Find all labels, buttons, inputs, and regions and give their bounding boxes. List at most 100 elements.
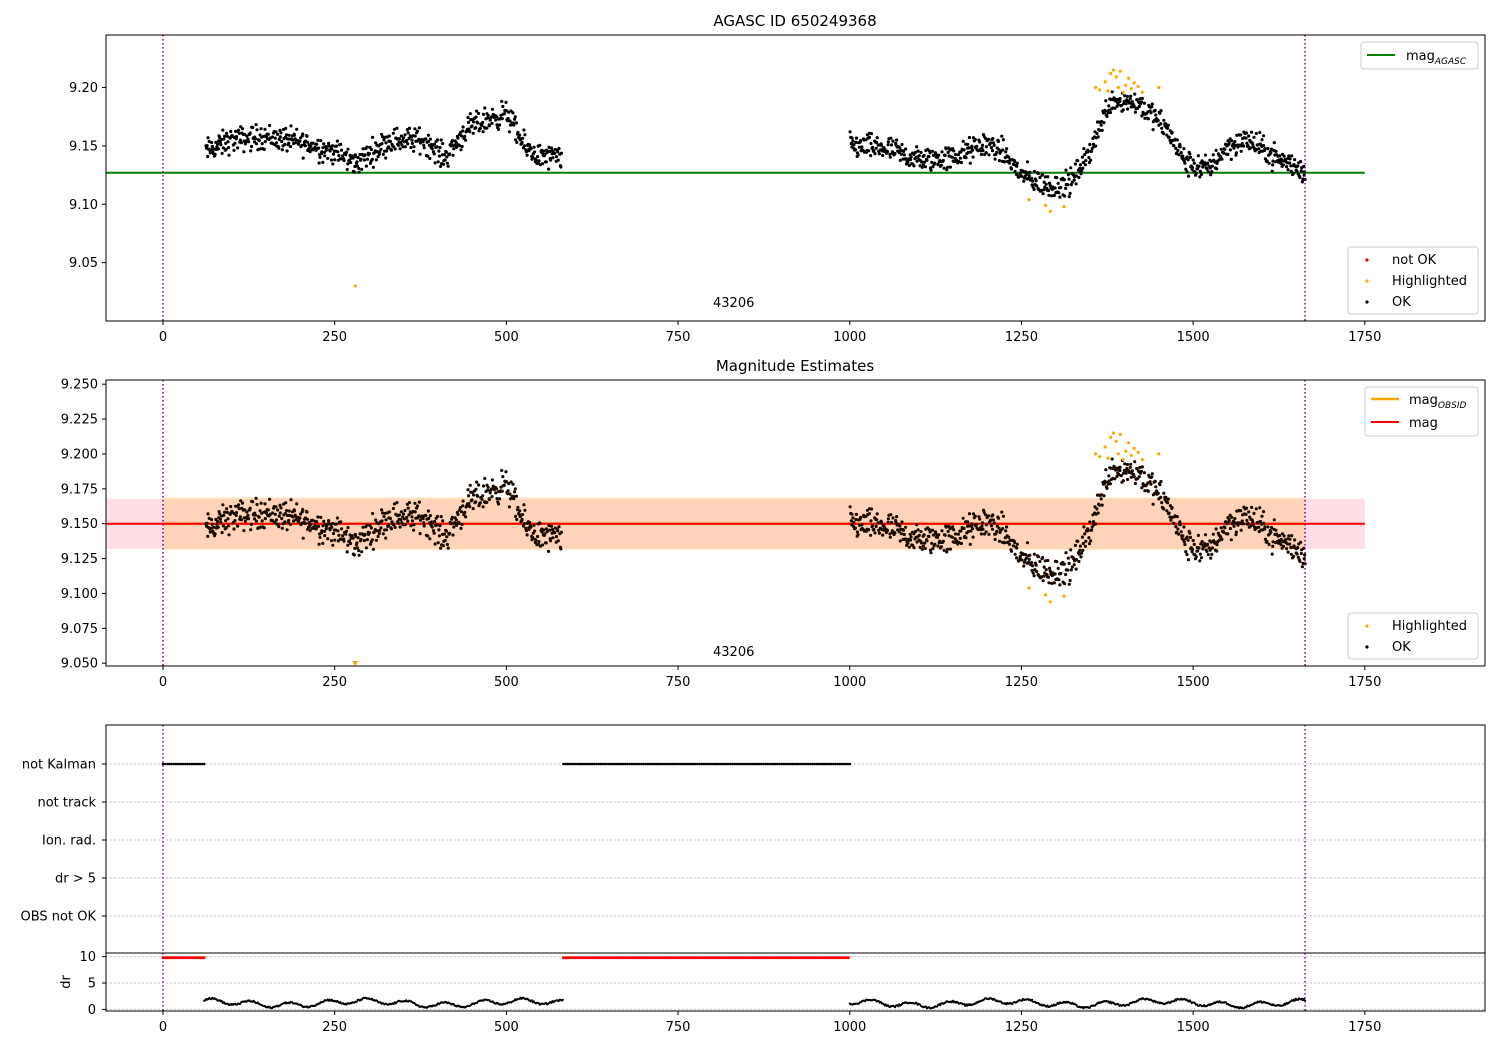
data-point-ok bbox=[970, 527, 975, 531]
data-point-ok bbox=[398, 147, 402, 151]
data-point-ok bbox=[916, 528, 920, 532]
data-point-ok bbox=[511, 482, 515, 486]
flag-mark bbox=[663, 762, 666, 766]
data-point-highlighted bbox=[1114, 75, 1118, 79]
data-point-ok bbox=[941, 158, 945, 163]
panel-flags-x-axis: 0 250 500 750 1000 1250 1500 1750 bbox=[159, 1011, 1381, 1035]
data-point-ok bbox=[1198, 559, 1202, 563]
data-point-ok bbox=[1132, 104, 1136, 109]
data-point-ok bbox=[444, 150, 448, 154]
data-point-ok bbox=[412, 149, 416, 153]
data-point-ok bbox=[377, 152, 381, 156]
data-point-ok bbox=[240, 127, 245, 131]
flag-mark bbox=[634, 762, 637, 766]
data-point-ok bbox=[385, 149, 389, 153]
data-point-ok bbox=[395, 126, 399, 130]
data-point-ok bbox=[330, 147, 334, 151]
data-point-highlighted bbox=[1111, 431, 1116, 435]
data-point-ok bbox=[1100, 503, 1104, 507]
flag-mark bbox=[733, 762, 736, 766]
data-point-ok bbox=[864, 514, 868, 519]
flag-mark bbox=[722, 762, 726, 766]
data-point-ok bbox=[928, 151, 932, 155]
data-point-ok bbox=[1289, 164, 1293, 168]
data-point-ok bbox=[360, 167, 364, 171]
data-point-ok bbox=[980, 146, 984, 150]
data-point-ok bbox=[374, 158, 378, 162]
data-point-ok bbox=[1269, 525, 1274, 530]
data-point-ok bbox=[454, 141, 458, 145]
flag-mark bbox=[729, 762, 732, 766]
data-point-ok bbox=[224, 526, 228, 530]
data-point-ok bbox=[237, 131, 241, 135]
data-point-ok bbox=[873, 152, 877, 156]
x-tick-label: 500 bbox=[494, 330, 519, 345]
flag-mark bbox=[774, 762, 777, 766]
data-point-ok bbox=[958, 536, 962, 541]
data-point-ok bbox=[1110, 457, 1114, 461]
data-point-ok bbox=[1244, 506, 1249, 510]
data-point-ok bbox=[227, 153, 231, 157]
data-point-ok bbox=[279, 131, 283, 135]
data-point-ok bbox=[412, 523, 416, 527]
data-point-ok bbox=[1177, 532, 1181, 536]
data-point-ok bbox=[387, 510, 392, 514]
data-point-ok bbox=[848, 130, 852, 134]
data-point-ok bbox=[945, 550, 949, 554]
data-point-ok bbox=[1196, 154, 1200, 158]
data-point-ok bbox=[481, 494, 485, 498]
data-point-ok bbox=[1278, 533, 1282, 538]
data-point-ok bbox=[931, 533, 936, 537]
data-point-ok bbox=[380, 132, 384, 136]
data-point-ok bbox=[273, 512, 277, 516]
flag-mark bbox=[648, 762, 652, 766]
data-point-ok bbox=[1015, 542, 1019, 546]
data-point-ok bbox=[1188, 155, 1193, 159]
data-point-ok bbox=[971, 155, 975, 159]
data-point-ok bbox=[1064, 572, 1068, 577]
flag-mark bbox=[739, 762, 742, 766]
data-point-ok bbox=[494, 118, 498, 122]
data-point-ok bbox=[1176, 148, 1180, 152]
data-point-ok bbox=[1280, 532, 1285, 536]
data-point-ok bbox=[470, 498, 474, 502]
data-point-ok bbox=[1188, 535, 1193, 540]
data-point-ok bbox=[1077, 552, 1081, 556]
data-point-ok bbox=[915, 145, 919, 149]
dr-mark bbox=[1245, 1006, 1248, 1009]
data-point-ok bbox=[221, 524, 225, 528]
data-point-ok bbox=[413, 510, 417, 514]
data-point-ok bbox=[315, 520, 319, 524]
data-point-ok bbox=[433, 161, 437, 165]
flag-mark bbox=[685, 762, 689, 766]
data-point-ok bbox=[984, 145, 989, 149]
data-point-ok bbox=[1087, 536, 1091, 540]
flag-mark bbox=[809, 762, 812, 766]
data-point-ok bbox=[556, 158, 560, 162]
flag-mark bbox=[848, 762, 852, 766]
data-point-ok bbox=[247, 140, 251, 144]
data-point-ok bbox=[897, 530, 901, 534]
data-point-ok bbox=[380, 519, 384, 523]
data-point-ok bbox=[456, 136, 460, 140]
data-point-ok bbox=[1206, 542, 1210, 547]
data-point-ok bbox=[1269, 147, 1274, 151]
data-point-highlighted bbox=[1098, 455, 1102, 459]
data-point-ok bbox=[1263, 525, 1267, 529]
data-point-highlighted bbox=[1124, 449, 1128, 453]
data-point-ok bbox=[1121, 108, 1125, 112]
data-point-ok bbox=[354, 534, 358, 539]
data-point-ok bbox=[922, 533, 926, 537]
data-point-ok bbox=[336, 150, 340, 154]
data-point-ok bbox=[971, 512, 976, 516]
data-point-ok bbox=[1217, 538, 1221, 542]
data-point-ok bbox=[1266, 525, 1270, 529]
data-point-ok bbox=[912, 546, 916, 550]
data-point-ok bbox=[448, 531, 452, 536]
data-point-ok bbox=[258, 509, 262, 513]
data-point-ok bbox=[1174, 525, 1178, 529]
dr-mark bbox=[355, 1000, 358, 1003]
data-point-ok bbox=[1137, 104, 1141, 109]
data-point-ok bbox=[1103, 108, 1107, 112]
data-point-ok bbox=[1064, 186, 1068, 190]
